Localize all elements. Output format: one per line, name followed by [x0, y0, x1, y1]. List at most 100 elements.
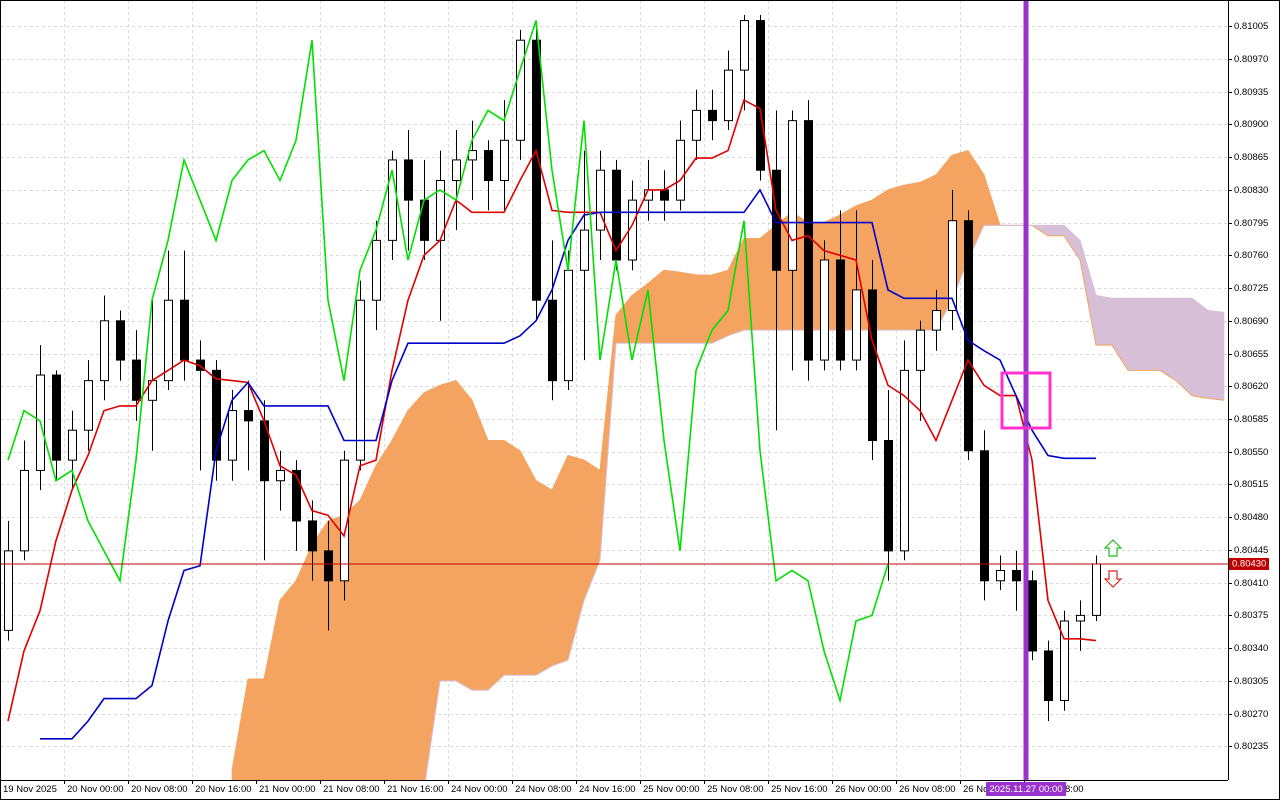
span-a-line — [231, 150, 1225, 771]
y-tick-label: 0.80270 — [1234, 709, 1268, 720]
candle-body — [804, 120, 813, 361]
candle-body — [676, 139, 685, 201]
cloud-segment — [455, 379, 473, 691]
candle-body — [1044, 650, 1053, 702]
y-tick-label: 0.80515 — [1234, 479, 1268, 490]
y-tick-label: 0.80795 — [1234, 218, 1268, 229]
cloud-segment — [279, 579, 297, 780]
x-tick-label: 24 Nov 08:00 — [515, 784, 572, 795]
cloud-segment — [359, 465, 377, 780]
candle-body — [292, 469, 301, 522]
buy-arrow — [1103, 539, 1123, 557]
candle-body — [820, 259, 829, 361]
cloud-segment — [407, 392, 425, 780]
candle-body — [900, 369, 909, 552]
candle-body — [4, 550, 13, 631]
candle-body — [980, 450, 989, 582]
candle-body — [52, 374, 61, 461]
candle-body — [708, 109, 717, 122]
price-label-bg — [1229, 557, 1269, 570]
candle-body — [884, 440, 893, 552]
x-tick-label: 21 Nov 08:00 — [323, 784, 380, 795]
y-tick-label: 0.80725 — [1234, 283, 1268, 294]
cloud-segment — [471, 400, 489, 691]
cloud-segment — [439, 380, 457, 682]
candle-body — [788, 120, 797, 271]
x-tick-label: 21 Nov 00:00 — [259, 784, 316, 795]
sell-arrow — [1103, 570, 1123, 588]
x-tick-label: 26 Nov 08:00 — [899, 784, 956, 795]
cloud-segment — [551, 455, 569, 667]
cursor-label: 2025.11.27 00:00 — [989, 784, 1062, 795]
candle-body — [452, 159, 461, 182]
candle-body — [404, 159, 413, 201]
y-tick-label: 0.80970 — [1234, 54, 1268, 65]
y-tick-label: 0.80830 — [1234, 185, 1268, 196]
candle-body — [244, 410, 253, 422]
cloud-segment — [919, 174, 937, 331]
cloud-segment — [391, 410, 409, 780]
cloud-segment — [1191, 297, 1209, 399]
y-tick-label: 0.80340 — [1234, 643, 1268, 654]
indicator-line — [40, 188, 1096, 740]
candle-body — [116, 320, 125, 361]
candle-body — [356, 299, 365, 461]
candle-body — [916, 329, 925, 371]
cloud-segment — [903, 182, 921, 331]
cloud-segment — [295, 545, 313, 780]
candle-body — [692, 109, 701, 141]
cloud-segment — [663, 269, 681, 344]
candle-body — [132, 359, 141, 401]
candle-body — [660, 189, 669, 201]
cloud-segment — [1047, 225, 1065, 236]
candle-body — [68, 429, 77, 461]
cloud-segment — [887, 184, 905, 331]
candle-body — [180, 299, 189, 361]
y-tick-label: 0.80445 — [1234, 545, 1268, 556]
candle-body — [372, 239, 381, 301]
price-label: 0.80430 — [1232, 558, 1266, 569]
y-tick-label: 0.80690 — [1234, 316, 1268, 327]
candle-body — [1092, 563, 1101, 616]
candle-body — [772, 169, 781, 271]
candle-body — [324, 550, 333, 582]
y-tick-label: 0.80900 — [1234, 119, 1268, 130]
cloud-segment — [695, 274, 713, 344]
x-tick-label: 25 Nov 08:00 — [707, 784, 764, 795]
candle-body — [388, 159, 397, 241]
cloud-segment — [1095, 295, 1113, 346]
y-tick-label: 0.81005 — [1234, 21, 1268, 32]
y-tick-label: 0.80375 — [1234, 610, 1268, 621]
candle-body — [20, 469, 29, 552]
indicator-line — [7, 20, 889, 704]
x-tick-label: 25 Nov 16:00 — [771, 784, 828, 795]
y-tick-label: 0.80865 — [1234, 152, 1268, 163]
cloud-segment — [375, 439, 393, 780]
highlight-box — [1000, 371, 1052, 430]
candle-body — [580, 229, 589, 271]
candle-body — [1028, 580, 1037, 652]
x-tick-label: 19 Nov 2025 — [3, 784, 57, 795]
candle-body — [340, 459, 349, 582]
y-tick-label: 0.80410 — [1234, 578, 1268, 589]
x-tick-label: 21 Nov 16:00 — [387, 784, 444, 795]
candle-body — [500, 139, 509, 182]
x-tick-label: 24 Nov 16:00 — [579, 784, 636, 795]
y-tick-label: 0.80305 — [1234, 676, 1268, 687]
cloud-segment — [487, 440, 505, 691]
y-tick-label: 0.80620 — [1234, 381, 1268, 392]
cloud-segment — [1127, 298, 1145, 371]
candle-body — [852, 289, 861, 361]
candle-body — [228, 410, 237, 461]
y-tick-label: 0.80760 — [1234, 250, 1268, 261]
candle-body — [1060, 620, 1069, 702]
x-tick-label: 26 Nov 00:00 — [835, 784, 892, 795]
candle-body — [932, 310, 941, 331]
candle-body — [84, 380, 93, 431]
candle-body — [564, 269, 573, 382]
candle-body — [100, 320, 109, 382]
x-tick-label: 20 Nov 00:00 — [67, 784, 124, 795]
y-tick-label: 0.80235 — [1234, 741, 1268, 752]
